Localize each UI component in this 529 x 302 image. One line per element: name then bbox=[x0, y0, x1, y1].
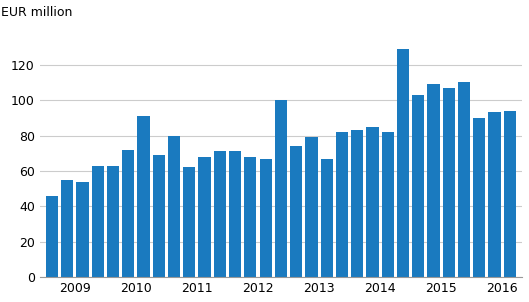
Bar bbox=[290, 146, 302, 277]
Bar bbox=[473, 118, 486, 277]
Bar bbox=[76, 182, 88, 277]
Bar bbox=[305, 137, 317, 277]
Bar bbox=[183, 167, 195, 277]
Bar bbox=[381, 132, 394, 277]
Bar bbox=[412, 95, 424, 277]
Bar bbox=[275, 100, 287, 277]
Bar bbox=[92, 165, 104, 277]
Bar bbox=[260, 159, 272, 277]
Bar bbox=[107, 165, 119, 277]
Bar bbox=[367, 127, 379, 277]
Text: EUR million: EUR million bbox=[1, 6, 72, 19]
Bar bbox=[351, 130, 363, 277]
Bar bbox=[321, 159, 333, 277]
Bar bbox=[229, 151, 241, 277]
Bar bbox=[168, 136, 180, 277]
Bar bbox=[198, 157, 211, 277]
Bar bbox=[46, 196, 58, 277]
Bar bbox=[427, 84, 440, 277]
Bar bbox=[504, 111, 516, 277]
Bar bbox=[443, 88, 455, 277]
Bar bbox=[244, 157, 257, 277]
Bar bbox=[122, 150, 134, 277]
Bar bbox=[153, 155, 165, 277]
Bar bbox=[61, 180, 74, 277]
Bar bbox=[458, 82, 470, 277]
Bar bbox=[488, 112, 500, 277]
Bar bbox=[214, 151, 226, 277]
Bar bbox=[336, 132, 348, 277]
Bar bbox=[397, 49, 409, 277]
Bar bbox=[138, 116, 150, 277]
